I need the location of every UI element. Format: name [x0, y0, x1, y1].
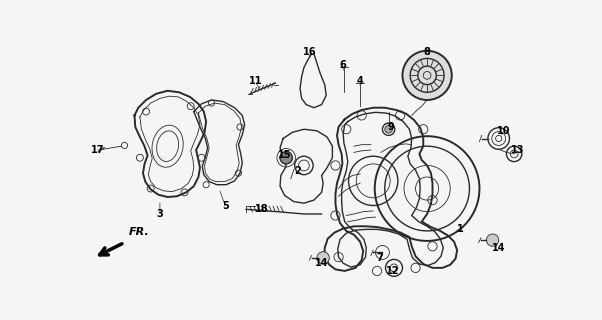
Text: 17: 17 [91, 145, 104, 155]
Text: 16: 16 [303, 47, 316, 57]
Text: 14: 14 [315, 258, 328, 268]
Text: 6: 6 [339, 60, 346, 70]
Circle shape [486, 234, 498, 246]
Text: 10: 10 [497, 126, 510, 136]
Circle shape [385, 125, 393, 133]
Text: 2: 2 [294, 166, 301, 176]
Circle shape [317, 252, 329, 264]
Circle shape [403, 51, 452, 100]
Text: 9: 9 [388, 122, 394, 132]
Text: FR.: FR. [129, 227, 150, 237]
Circle shape [280, 152, 293, 164]
Text: 1: 1 [457, 224, 464, 234]
Text: 14: 14 [492, 243, 506, 253]
Text: 3: 3 [157, 209, 163, 219]
Text: 4: 4 [357, 76, 364, 86]
Text: 18: 18 [255, 204, 268, 214]
Text: 13: 13 [510, 145, 524, 155]
Text: 12: 12 [386, 266, 399, 276]
Text: 7: 7 [376, 253, 383, 263]
Text: 15: 15 [278, 150, 291, 160]
Text: 11: 11 [249, 76, 262, 86]
Text: 5: 5 [222, 201, 229, 211]
Text: 8: 8 [424, 47, 430, 57]
